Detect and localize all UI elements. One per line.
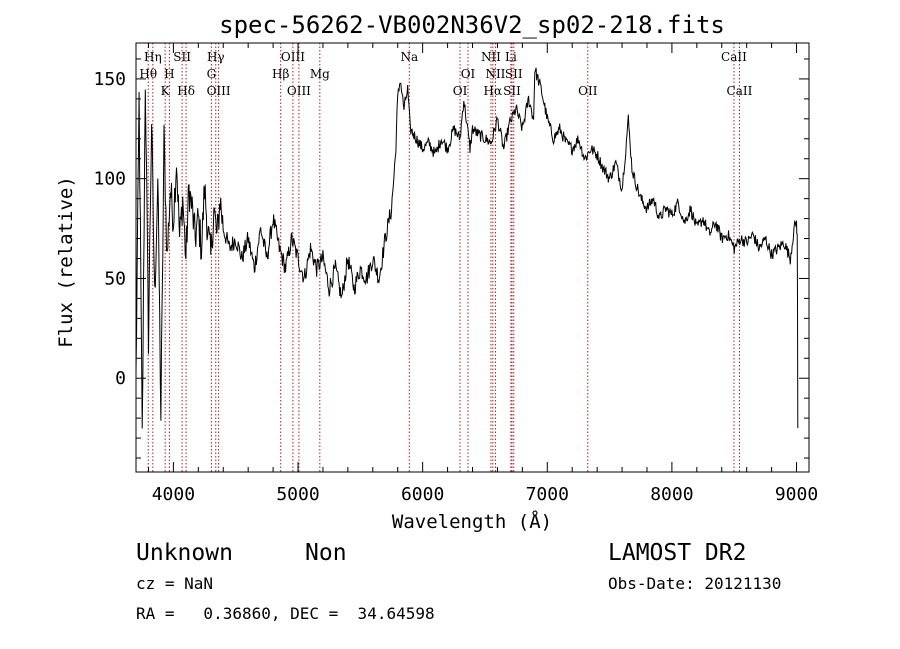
radec-text: RA = 0.36860, DEC = 34.64598 [136, 604, 435, 623]
line-label-15: OI [453, 84, 468, 98]
y-axis-ticks: 0 50 100 150 [93, 58, 809, 459]
line-label-11: OIII [287, 84, 311, 98]
line-label-12: Mg [310, 67, 330, 81]
chart-title: spec-56262-VB002N36V2_sp02-218.fits [219, 11, 725, 39]
line-label-21: SII [503, 84, 521, 98]
line-label-18: NII [485, 67, 505, 81]
line-label-5: Hδ [177, 84, 195, 98]
y-tick-label: 150 [93, 69, 126, 90]
line-label-2: H [164, 67, 174, 81]
x-tick-label: 8000 [650, 484, 693, 505]
x-tick-label: 6000 [401, 484, 444, 505]
subclass-label: Non [305, 540, 347, 566]
line-label-7: G [207, 67, 217, 81]
line-label-19: SII [505, 67, 523, 81]
line-label-8: OIII [207, 84, 231, 98]
obs-date-text: Obs-Date: 20121130 [608, 574, 781, 593]
line-label-4: SII [173, 50, 191, 64]
line-label-10: Hβ [272, 67, 289, 81]
x-axis-ticks: 4000 5000 6000 7000 8000 9000 [147, 43, 818, 505]
line-label-23: CaII [721, 50, 747, 64]
x-tick-label: 9000 [775, 484, 818, 505]
x-tick-label: 5000 [276, 484, 319, 505]
line-label-0: Hη [144, 50, 162, 64]
line-label-3: K [161, 84, 171, 98]
y-axis-label: Flux (relative) [55, 176, 77, 348]
class-label: Unknown [136, 540, 233, 566]
x-axis-label: Wavelength (Å) [392, 510, 552, 533]
spectrum-line [135, 67, 799, 429]
x-tick-label: 7000 [526, 484, 569, 505]
line-label-22: OII [578, 84, 598, 98]
spectral-line-markers [147, 43, 740, 472]
line-label-1: Hθ [139, 67, 157, 81]
y-tick-label: 50 [104, 268, 126, 289]
line-label-16: NII [481, 50, 501, 64]
line-label-14: OI [461, 67, 476, 81]
line-label-20: Hα [484, 84, 503, 98]
y-tick-label: 100 [93, 169, 126, 190]
survey-label: LAMOST DR2 [608, 540, 746, 566]
line-label-17: Li [505, 50, 517, 64]
x-tick-label: 4000 [152, 484, 195, 505]
line-label-24: CaII [727, 84, 753, 98]
y-tick-label: 0 [115, 368, 126, 389]
line-label-13: Na [400, 50, 418, 64]
plot-frame [135, 42, 810, 473]
line-label-9: OIII [281, 50, 305, 64]
line-label-6: Hγ [207, 50, 225, 64]
cz-text: cz = NaN [136, 574, 213, 593]
